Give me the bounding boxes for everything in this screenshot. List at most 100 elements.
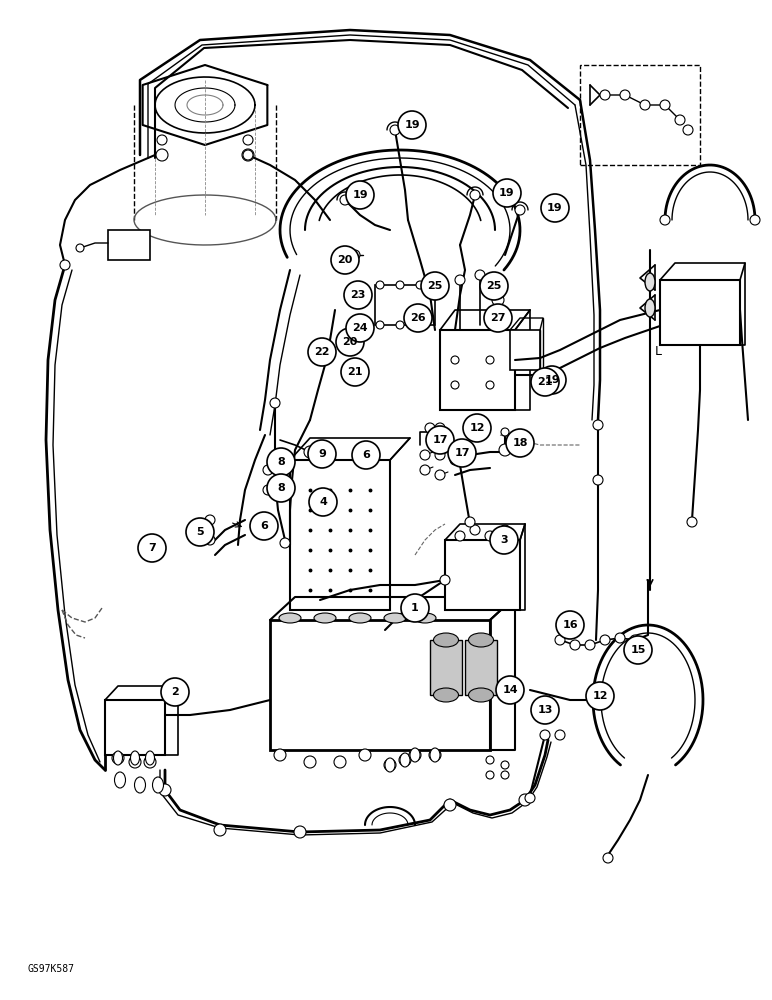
- Circle shape: [263, 485, 273, 495]
- Text: 14: 14: [503, 685, 518, 695]
- Circle shape: [76, 244, 84, 252]
- Circle shape: [161, 678, 189, 706]
- Circle shape: [496, 676, 524, 704]
- Circle shape: [60, 260, 70, 270]
- Ellipse shape: [153, 777, 164, 793]
- Circle shape: [444, 799, 456, 811]
- Circle shape: [399, 754, 411, 766]
- Circle shape: [470, 190, 480, 200]
- Circle shape: [490, 526, 518, 554]
- Text: 16: 16: [562, 620, 577, 630]
- Text: 21: 21: [537, 377, 553, 387]
- Bar: [580, 65, 700, 165]
- Circle shape: [499, 444, 511, 456]
- Circle shape: [485, 531, 495, 541]
- Circle shape: [214, 824, 226, 836]
- Circle shape: [451, 356, 459, 364]
- Circle shape: [112, 752, 124, 764]
- Ellipse shape: [434, 688, 459, 702]
- Text: 12: 12: [469, 423, 485, 433]
- Circle shape: [585, 640, 595, 650]
- Circle shape: [435, 450, 445, 460]
- Circle shape: [556, 611, 584, 639]
- Ellipse shape: [430, 748, 440, 762]
- Circle shape: [475, 270, 485, 280]
- Circle shape: [243, 135, 253, 145]
- Circle shape: [660, 100, 670, 110]
- Circle shape: [274, 749, 286, 761]
- Circle shape: [687, 517, 697, 527]
- Circle shape: [448, 439, 476, 467]
- Circle shape: [538, 366, 566, 394]
- Bar: [445, 540, 520, 610]
- Text: 19: 19: [352, 190, 367, 200]
- Circle shape: [344, 281, 372, 309]
- Circle shape: [186, 518, 214, 546]
- Text: 19: 19: [547, 203, 563, 213]
- Circle shape: [401, 594, 429, 622]
- Circle shape: [455, 531, 465, 541]
- Text: 27: 27: [490, 313, 506, 323]
- Text: 24: 24: [352, 323, 367, 333]
- Ellipse shape: [645, 299, 655, 317]
- Circle shape: [426, 426, 454, 454]
- Bar: [465, 640, 497, 695]
- Circle shape: [615, 633, 625, 643]
- Circle shape: [404, 304, 432, 332]
- Ellipse shape: [349, 613, 371, 623]
- Circle shape: [450, 455, 460, 465]
- Circle shape: [420, 465, 430, 475]
- Circle shape: [470, 525, 480, 535]
- Circle shape: [396, 321, 404, 329]
- Text: 4: 4: [319, 497, 327, 507]
- Circle shape: [308, 338, 336, 366]
- Circle shape: [506, 429, 534, 457]
- Circle shape: [593, 420, 603, 430]
- Circle shape: [463, 414, 491, 442]
- Bar: [108, 230, 150, 260]
- Circle shape: [334, 756, 346, 768]
- Circle shape: [294, 826, 306, 838]
- Circle shape: [243, 150, 253, 160]
- Circle shape: [341, 358, 369, 386]
- Circle shape: [304, 756, 316, 768]
- Circle shape: [465, 517, 475, 527]
- Circle shape: [593, 475, 603, 485]
- Text: 20: 20: [337, 255, 353, 265]
- Circle shape: [586, 682, 614, 710]
- Text: 21: 21: [347, 367, 363, 377]
- Bar: [375, 285, 435, 325]
- Circle shape: [484, 304, 512, 332]
- Bar: [270, 620, 490, 750]
- Circle shape: [308, 440, 336, 468]
- Circle shape: [390, 125, 400, 135]
- Text: 5: 5: [196, 527, 204, 537]
- Circle shape: [660, 215, 670, 225]
- Text: 8: 8: [277, 457, 285, 467]
- Ellipse shape: [279, 613, 301, 623]
- Ellipse shape: [645, 273, 655, 291]
- Circle shape: [416, 321, 424, 329]
- Circle shape: [159, 784, 171, 796]
- Bar: [430, 640, 462, 695]
- Circle shape: [683, 125, 693, 135]
- Circle shape: [555, 635, 565, 645]
- Bar: [660, 280, 740, 345]
- Circle shape: [600, 635, 610, 645]
- Text: 1: 1: [411, 603, 419, 613]
- Circle shape: [352, 441, 380, 469]
- Text: 13: 13: [537, 705, 553, 715]
- Circle shape: [750, 215, 760, 225]
- Text: 9: 9: [318, 449, 326, 459]
- Circle shape: [205, 515, 215, 525]
- Circle shape: [541, 194, 569, 222]
- Circle shape: [570, 640, 580, 650]
- Text: 19: 19: [544, 375, 560, 385]
- Text: 18: 18: [513, 438, 528, 448]
- Ellipse shape: [384, 613, 406, 623]
- Ellipse shape: [145, 751, 154, 765]
- Circle shape: [493, 179, 521, 207]
- Circle shape: [346, 181, 374, 209]
- Text: L: L: [655, 345, 662, 358]
- Circle shape: [157, 135, 167, 145]
